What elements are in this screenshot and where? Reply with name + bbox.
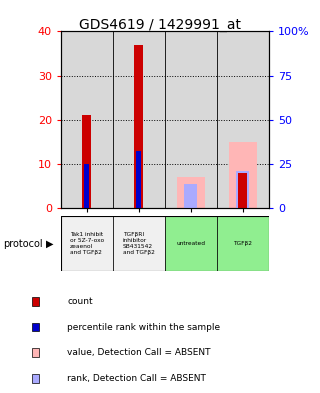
- Bar: [238, 173, 247, 208]
- Bar: [82, 116, 92, 208]
- Text: rank, Detection Call = ABSENT: rank, Detection Call = ABSENT: [67, 374, 206, 383]
- Text: protocol: protocol: [3, 239, 43, 249]
- Bar: [113, 216, 165, 271]
- Bar: [228, 142, 257, 208]
- Text: ▶: ▶: [46, 239, 53, 249]
- Bar: [136, 151, 141, 208]
- Bar: [236, 171, 249, 208]
- Text: count: count: [67, 297, 93, 306]
- Bar: [177, 177, 205, 208]
- Text: value, Detection Call = ABSENT: value, Detection Call = ABSENT: [67, 348, 211, 357]
- Bar: [217, 216, 269, 271]
- Text: untreated: untreated: [176, 241, 205, 246]
- Text: Tak1 inhibit
or 5Z-7-oxo
zeaenol
and TGFβ2: Tak1 inhibit or 5Z-7-oxo zeaenol and TGF…: [70, 233, 104, 255]
- Bar: [84, 164, 89, 208]
- Text: TGFβ2: TGFβ2: [233, 241, 252, 246]
- Bar: [61, 216, 113, 271]
- Bar: [134, 45, 143, 208]
- Text: percentile rank within the sample: percentile rank within the sample: [67, 323, 220, 332]
- Bar: [165, 216, 217, 271]
- Text: TGFβRI
inhibitor
SB431542
and TGFβ2: TGFβRI inhibitor SB431542 and TGFβ2: [123, 233, 155, 255]
- Text: GDS4619 / 1429991_at: GDS4619 / 1429991_at: [79, 18, 241, 32]
- Bar: [184, 184, 197, 208]
